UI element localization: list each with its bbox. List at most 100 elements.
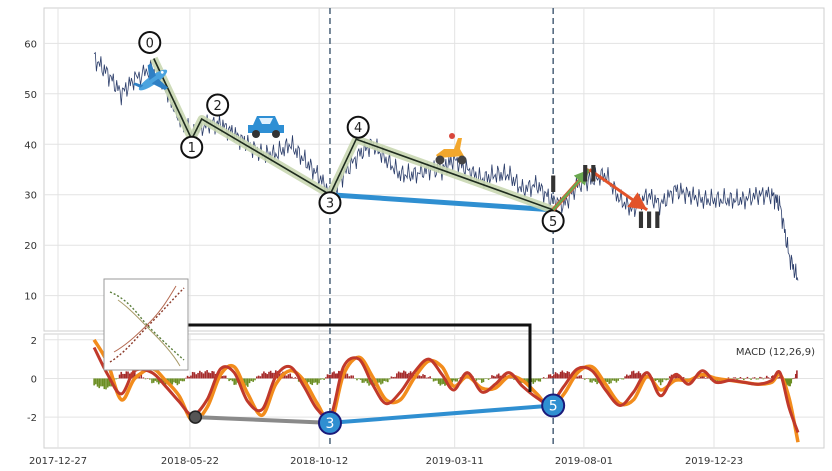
macd-histogram-bar [333, 371, 335, 379]
macd-histogram-bar [546, 377, 548, 379]
pattern-point-marker [541, 209, 565, 233]
macd-histogram-bar [122, 373, 124, 379]
macd-histogram-bar [254, 378, 256, 381]
macd-histogram-bar [794, 373, 797, 379]
pattern-point-marker [318, 191, 342, 215]
macd-histogram-bar [352, 375, 354, 379]
macd-histogram-bar [179, 378, 182, 381]
macd-histogram-bar [336, 373, 339, 379]
macd-histogram-bar [157, 378, 160, 385]
macd-histogram-bar [356, 378, 358, 381]
macd-histogram-bar [321, 378, 324, 380]
macd-histogram-bar [263, 371, 265, 379]
macd-histogram-bar [592, 378, 595, 381]
macd-histogram-bar [213, 371, 215, 379]
macd-histogram-bar [418, 375, 421, 379]
connector-line [188, 323, 532, 392]
macd-histogram-bar [231, 378, 234, 382]
macd-histogram-bar [142, 377, 145, 379]
macd-histogram-bar [624, 376, 626, 379]
macd-histogram-bar [154, 378, 157, 381]
macd-histogram-bar [596, 378, 598, 385]
pattern-point-marker [346, 115, 370, 139]
pattern-zigzag [153, 58, 554, 211]
wave-roman-label: I [549, 173, 557, 198]
macd-histogram-bar [264, 372, 267, 379]
macd-histogram-bar [732, 377, 735, 379]
macd-legend: MACD (12,26,9) [736, 347, 815, 358]
pattern-point-label: 0 [146, 36, 154, 51]
inset-thumbnail [103, 278, 189, 371]
macd-histogram-bar [727, 377, 730, 379]
macd-histogram-bar [383, 378, 386, 381]
macd-histogram-bar [289, 373, 292, 379]
macd-histogram-bar [146, 378, 149, 379]
macd-histogram-bar [477, 378, 479, 380]
macd-histogram-bar [743, 378, 745, 380]
macd-histogram-bar [682, 377, 685, 379]
macd-histogram-bar [432, 378, 435, 382]
macd-histogram-bar [206, 370, 208, 379]
macd-histogram-bar [796, 370, 798, 379]
macd-histogram-bar [456, 378, 458, 382]
macd-histogram-bar [261, 373, 264, 379]
scooter-icon [435, 133, 467, 165]
macd-histogram-bar [125, 371, 128, 379]
macd-histogram-bar [156, 378, 158, 383]
macd-histogram-bar [344, 371, 347, 379]
macd-histogram-bar [363, 378, 365, 383]
macd-histogram-bar [785, 378, 788, 386]
macd-histogram-bar [176, 378, 179, 386]
macd-histogram-bar [183, 378, 185, 382]
price-y-tick: 20 [24, 241, 37, 252]
macd-histogram-bar [536, 378, 538, 381]
macd-histogram-bar [364, 378, 367, 382]
macd-histogram-bar [627, 375, 630, 379]
macd-histogram-bar [283, 373, 286, 379]
pattern-point-label: 4 [354, 121, 362, 136]
macd-histogram-bar [191, 371, 194, 379]
macd-histogram-bar [115, 378, 117, 380]
pattern-point-label: 5 [549, 215, 557, 230]
macd-histogram-bar [746, 376, 749, 379]
macd-histogram-bar [169, 378, 172, 385]
macd-histogram-bar [243, 378, 246, 384]
macd-histogram-bar [387, 378, 389, 383]
macd-histogram-bar [698, 378, 700, 379]
macd-histogram-bar [737, 378, 740, 380]
macd-histogram-bar [561, 370, 564, 379]
x-tick-labels: 2017-12-27 2018-05-22 2018-10-12 2019-03-11… [29, 456, 743, 467]
macd-histogram-bar [100, 378, 102, 387]
macd-histogram-bar [255, 376, 258, 379]
macd-histogram-bar [376, 378, 379, 384]
macd-histogram-bar [392, 377, 395, 379]
macd-histogram-bar [245, 378, 247, 386]
macd-histogram-bar [736, 378, 738, 380]
macd-histogram-bar [442, 378, 445, 384]
macd-pattern-marker [317, 410, 342, 435]
macd-histogram-bar [134, 371, 136, 379]
macd-histogram-bar [380, 378, 382, 385]
macd-histogram-bar [554, 372, 557, 379]
macd-histogram-bar [324, 377, 327, 379]
macd-histogram-bar [580, 375, 582, 379]
macd-histogram-bar [350, 375, 353, 379]
macd-histogram-bar [424, 374, 426, 379]
macd-blue-connector [329, 403, 554, 425]
macd-histogram-bar [703, 375, 705, 379]
macd-histogram-bar [152, 378, 155, 383]
macd-histogram-bar [311, 378, 314, 386]
macd-pattern-dot [188, 410, 203, 424]
macd-histogram-bar [622, 378, 625, 380]
macd-histogram-bar [492, 375, 495, 379]
macd-histogram-bar [291, 376, 293, 379]
macd-histogram-bar [199, 370, 201, 379]
x-tick-label: 2017-12-27 [29, 456, 87, 467]
macd-histogram-bar [95, 378, 97, 385]
macd-histogram-bar [388, 378, 391, 380]
macd-histogram-bar [549, 374, 552, 379]
macd-histogram-bar [778, 377, 780, 379]
macd-histogram-bar [271, 372, 274, 379]
